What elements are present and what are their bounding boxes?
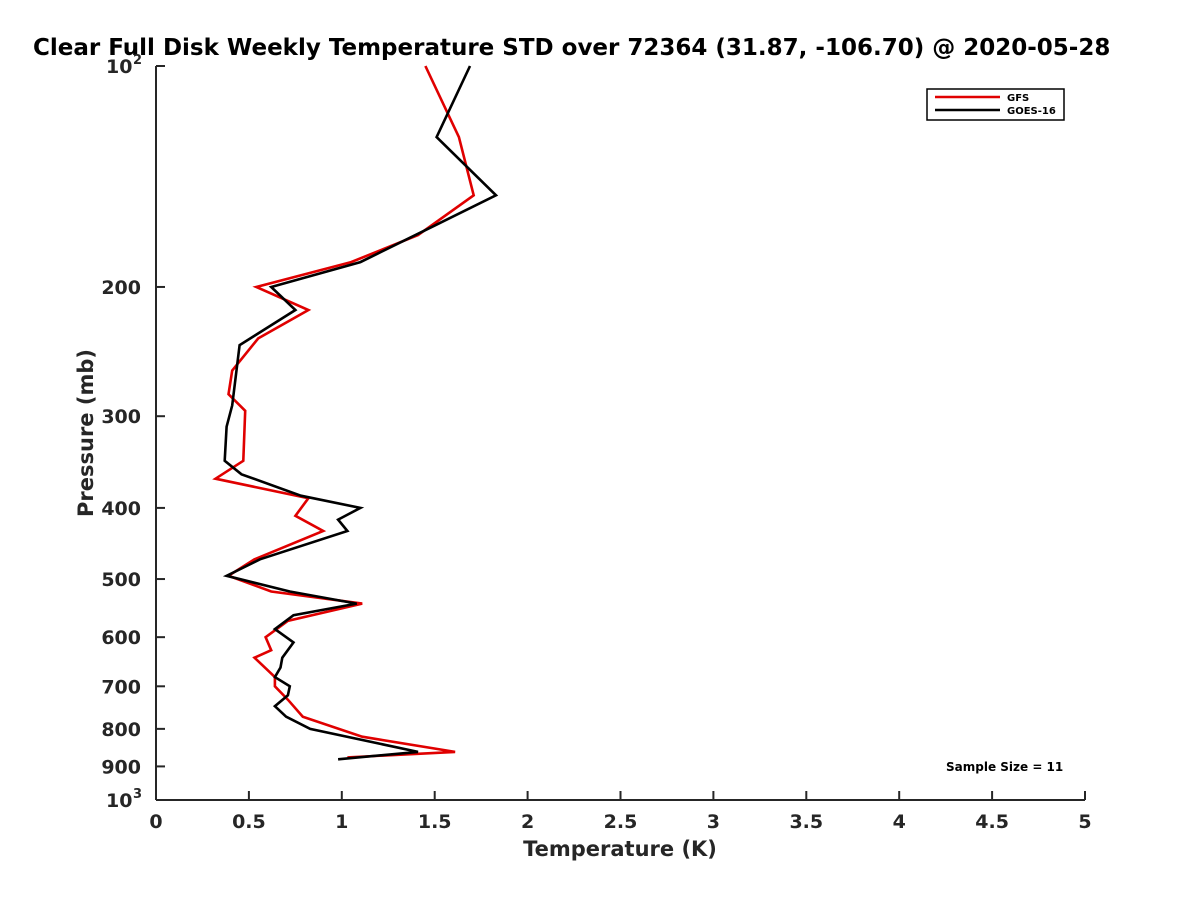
legend-box [926,88,1065,121]
ticks-group: 0 0.5 1 1.5 2 2.5 3 3.5 4 4.5 510 22003004005006007… [101,53,1091,833]
y-tick-label: 200 [101,277,141,299]
x-tick-label: 0 [149,811,162,833]
chart-title: Clear Full Disk Weekly Temperature STD o… [33,35,1110,61]
x-tick-label: 2 [521,811,534,833]
x-tick-label: 3.5 [789,811,823,833]
y-tick-label: 10 [106,790,132,812]
x-tick-label: 5 [1078,811,1091,833]
x-tick-label: 0.5 [232,811,266,833]
legend-label-gfs: GFS [1007,93,1029,104]
y-tick-label: 600 [101,627,141,649]
x-tick-label: 3 [707,811,720,833]
y-tick-label: 800 [101,719,141,741]
x-tick-label: 4 [893,811,906,833]
y-tick-label-exponent: 2 [133,53,142,68]
sample-size-annotation: Sample Size = 11 [946,760,1063,774]
y-tick-label: 700 [101,676,141,698]
y-tick-label: 500 [101,569,141,591]
legend: GFS GOES-16 [926,88,1065,121]
x-tick-label: 2.5 [604,811,638,833]
axes-group [155,66,1085,801]
series-line-goes16 [222,65,499,761]
x-tick-label: 4.5 [975,811,1009,833]
y-tick-label: 10 [106,56,132,78]
series-line-gfs [212,65,476,759]
x-tick-label: 1 [335,811,348,833]
y-axis-label: Pressure (mb) [74,349,98,517]
series-group [212,65,499,761]
y-tick-label: 400 [101,498,141,520]
x-tick-label: 1.5 [418,811,452,833]
legend-label-goes16: GOES-16 [1007,106,1056,117]
y-tick-label: 300 [101,406,141,428]
y-tick-label-exponent: 3 [133,787,142,802]
y-tick-label: 900 [101,756,141,778]
x-axis-label: Temperature (K) [523,837,717,861]
